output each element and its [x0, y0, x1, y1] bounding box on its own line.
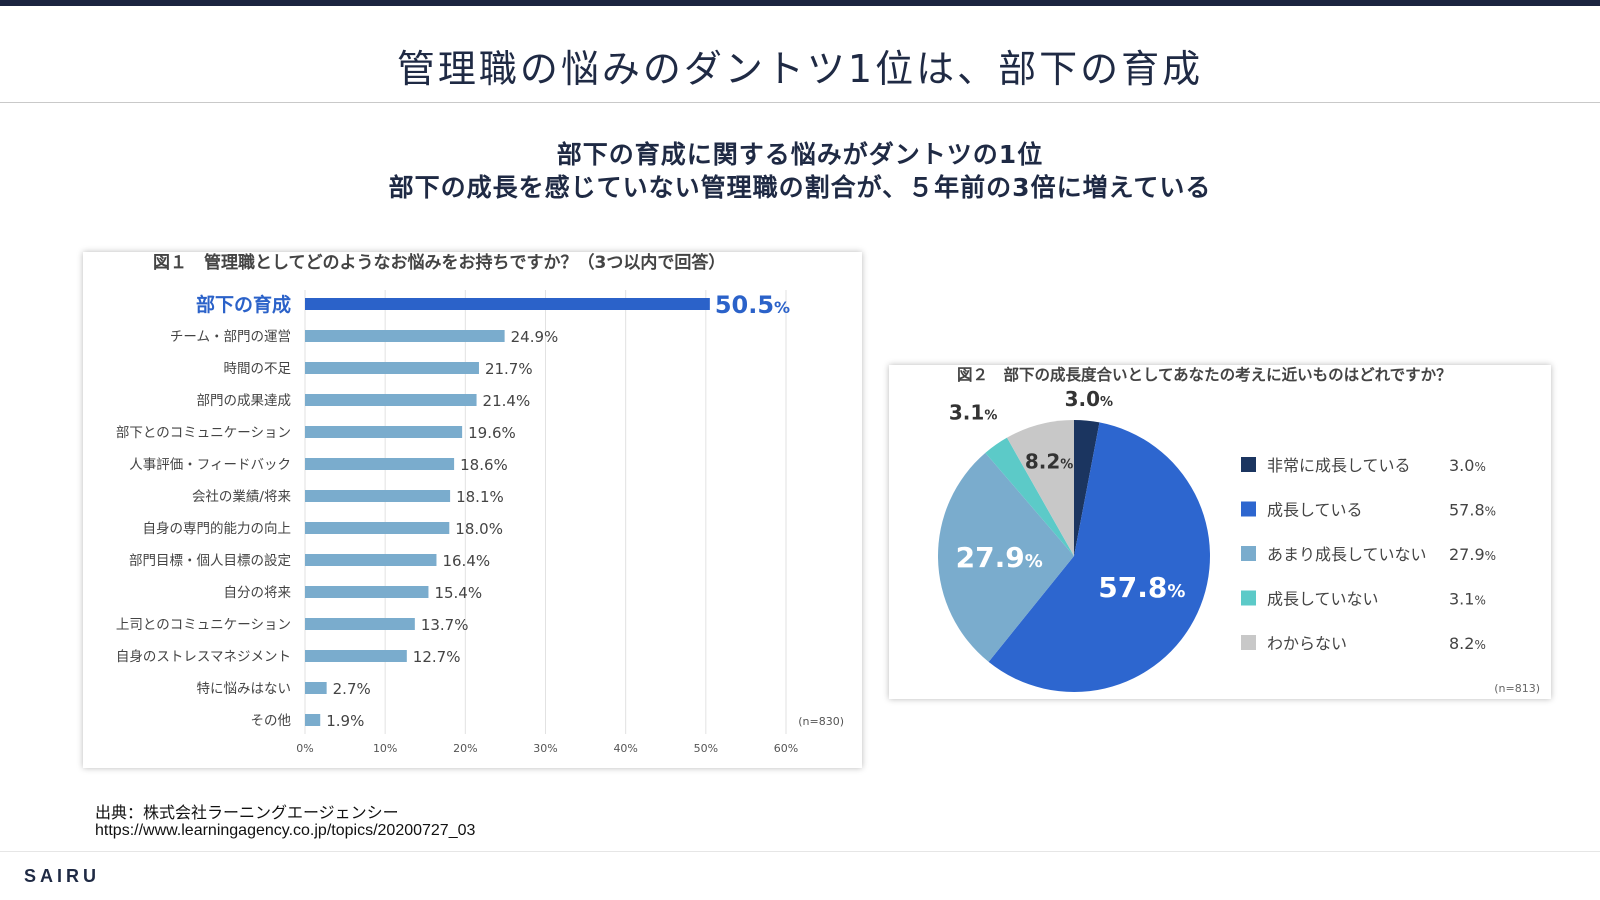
slice-value-label: 3.1% — [949, 400, 997, 424]
value-label: 15.4% — [434, 584, 482, 602]
legend-label: 非常に成長している — [1267, 456, 1411, 475]
sample-size-note: (n=813) — [1494, 682, 1540, 695]
slice-value-label: 8.2% — [1025, 449, 1073, 473]
bar — [305, 650, 407, 662]
legend-value: 57.8% — [1449, 501, 1496, 520]
legend-swatch — [1241, 546, 1256, 561]
bar — [305, 618, 415, 630]
bar — [305, 394, 477, 406]
category-label: その他 — [251, 713, 292, 729]
value-label: 18.1% — [456, 488, 504, 506]
category-label: チーム・部門の運営 — [170, 329, 291, 345]
value-label: 18.0% — [455, 520, 503, 538]
value-label: 13.7% — [421, 616, 469, 634]
category-label: 上司とのコミュニケーション — [116, 617, 291, 633]
bar — [305, 298, 710, 310]
legend-swatch — [1241, 457, 1256, 472]
pie-slice — [985, 437, 1074, 556]
legend-label: 成長していない — [1267, 590, 1379, 609]
value-label: 18.6% — [460, 456, 508, 474]
legend-label: わからない — [1267, 634, 1347, 653]
sample-size-note: (n=830) — [798, 715, 844, 728]
value-label: 16.4% — [442, 552, 490, 570]
source-label: 出典：株式会社ラーニングエージェンシー — [95, 803, 399, 822]
slice-value-label: 27.9% — [956, 541, 1043, 574]
pie-slice — [1074, 420, 1100, 556]
slide-title: 管理職の悩みのダントツ1位は、部下の育成 — [396, 47, 1204, 91]
category-label: 部門の成果達成 — [197, 393, 292, 409]
legend-value: 3.1% — [1449, 590, 1486, 609]
top-accent-bar — [0, 0, 1600, 6]
bar-chart-title: 図１ 管理職としてどのようなお悩みをお持ちですか？（3つ以内で回答） — [153, 252, 725, 273]
legend-value: 27.9% — [1449, 545, 1496, 564]
category-label: 人事評価・フィードバック — [129, 457, 291, 473]
value-label: 24.9% — [511, 328, 559, 346]
value-label: 2.7% — [333, 680, 371, 698]
source-url: https://www.learningagency.co.jp/topics/… — [95, 822, 476, 839]
category-label: 部下の育成 — [196, 293, 291, 316]
category-label: 特に悩みはない — [197, 681, 292, 697]
value-label: 1.9% — [326, 712, 364, 730]
category-label: 部門目標・個人目標の設定 — [129, 553, 291, 569]
category-label: 自分の将来 — [224, 585, 292, 601]
legend-swatch — [1241, 590, 1256, 606]
category-label: 部下とのコミュニケーション — [116, 425, 291, 441]
legend-label: 成長している — [1267, 501, 1363, 520]
bar — [305, 458, 455, 470]
pie-slice — [1006, 420, 1074, 556]
bar-chart: 図１ 管理職としてどのようなお悩みをお持ちですか？（3つ以内で回答） 0% 10% 2… — [116, 252, 844, 755]
bar — [305, 586, 429, 598]
legend-value: 3.0% — [1449, 456, 1486, 475]
value-label: 12.7% — [413, 648, 461, 666]
bar — [305, 362, 479, 374]
pie-slice — [988, 422, 1210, 693]
x-tick-label: 0% — [296, 742, 313, 755]
headline-line-1: 部下の育成に関する悩みがダントツの1位 — [556, 140, 1044, 169]
bar — [305, 714, 321, 726]
brand-logo: SAIRU — [24, 866, 101, 886]
x-tick-label: 30% — [533, 742, 557, 755]
bar — [305, 554, 437, 566]
value-label: 21.4% — [483, 392, 531, 410]
category-label: 自身のストレスマネジメント — [116, 649, 291, 665]
category-label: 時間の不足 — [224, 361, 292, 377]
bar — [305, 682, 327, 694]
x-tick-label: 20% — [453, 742, 477, 755]
category-label: 自身の専門的能力の向上 — [143, 521, 292, 537]
title-divider — [0, 102, 1600, 103]
bar — [305, 490, 451, 502]
legend-swatch — [1241, 501, 1256, 517]
x-tick-label: 50% — [694, 742, 718, 755]
pie-chart: 図２ 部下の成長度合いとしてあなたの考えに近いものはどれですか？ 3.0% 57.8… — [937, 365, 1540, 695]
value-label: 50.5% — [715, 291, 790, 319]
category-label: 会社の業績/将来 — [192, 489, 292, 505]
slice-value-label: 57.8% — [1098, 571, 1185, 604]
bar — [305, 522, 450, 534]
value-label: 19.6% — [468, 424, 516, 442]
legend-value: 8.2% — [1449, 634, 1486, 653]
slice-value-label: 3.0% — [1065, 387, 1113, 411]
value-label: 21.7% — [485, 360, 533, 378]
x-tick-label: 60% — [774, 742, 798, 755]
bar — [305, 330, 505, 342]
pie-slice — [937, 452, 1074, 662]
pie-chart-title: 図２ 部下の成長度合いとしてあなたの考えに近いものはどれですか？ — [957, 365, 1452, 384]
x-tick-label: 40% — [613, 742, 637, 755]
x-tick-label: 10% — [373, 742, 397, 755]
headline-line-2: 部下の成長を感じていない管理職の割合が、５年前の3倍に増えている — [388, 173, 1212, 202]
footer-divider — [0, 851, 1600, 852]
legend-label: あまり成長していない — [1267, 545, 1427, 564]
legend-swatch — [1241, 635, 1256, 650]
bar — [305, 426, 463, 438]
pie-chart-panel: 図２ 部下の成長度合いとしてあなたの考えに近いものはどれですか？ 3.0% 57.8… — [889, 365, 1551, 699]
bar-chart-panel: 図１ 管理職としてどのようなお悩みをお持ちですか？（3つ以内で回答） 0% 10% 2… — [83, 252, 862, 768]
